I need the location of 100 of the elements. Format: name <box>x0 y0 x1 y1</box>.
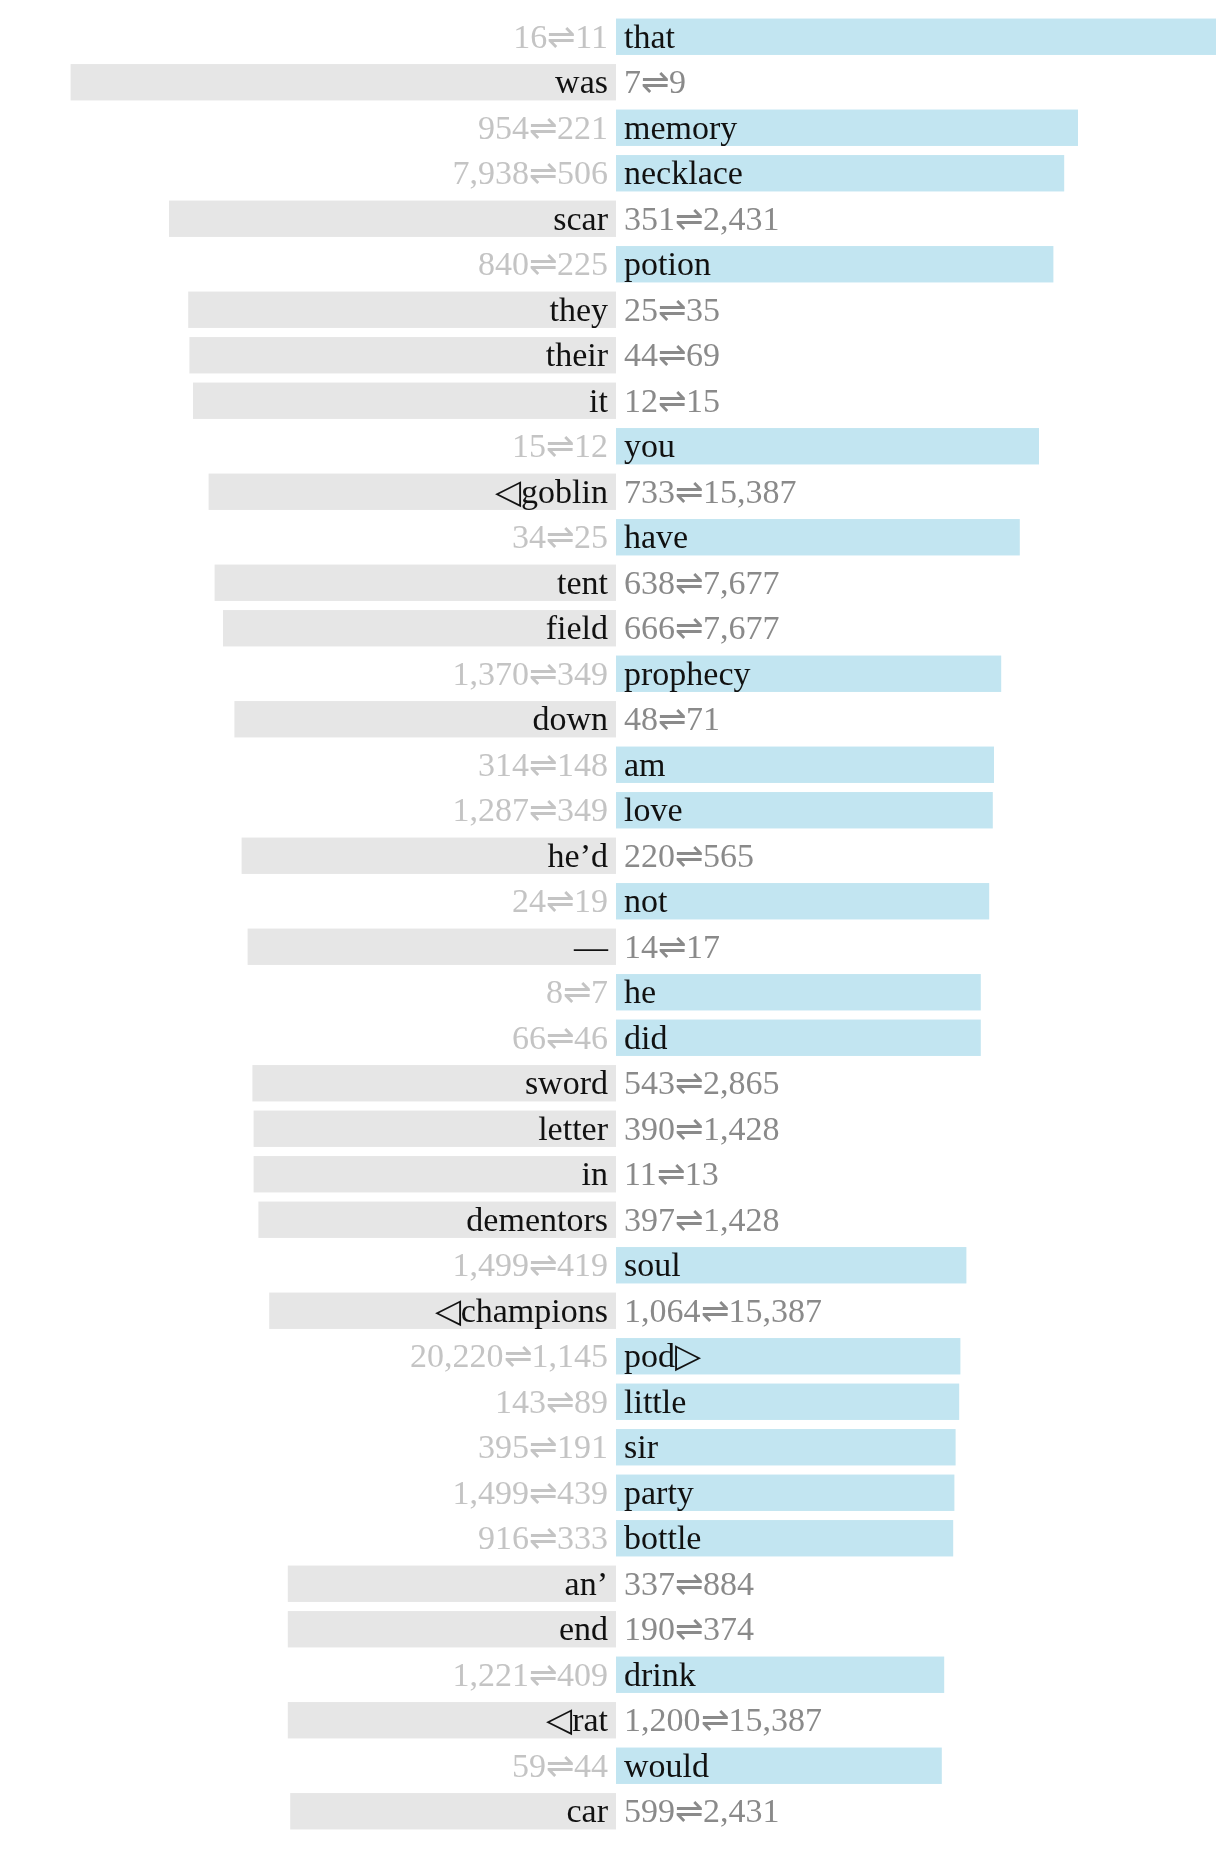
annotation: 1,370⇌349 <box>452 654 608 692</box>
y-tick-label: he <box>624 973 657 1011</box>
y-tick-label: in <box>581 1155 608 1193</box>
y-tick-label: scar <box>553 199 609 237</box>
y-tick-label: necklace <box>624 154 743 192</box>
bar <box>616 1747 942 1784</box>
annotation: 25⇌35 <box>624 290 720 328</box>
annotation: 666⇌7,677 <box>624 609 780 647</box>
bar <box>616 109 1078 146</box>
bar <box>616 1474 955 1511</box>
annotation: 1,221⇌409 <box>452 1655 608 1693</box>
annotation: 7,938⇌506 <box>452 154 608 192</box>
annotation: 14⇌17 <box>624 927 720 965</box>
bar <box>70 64 616 101</box>
y-tick-label: love <box>624 791 683 829</box>
bar <box>247 928 616 965</box>
y-tick-label: prophecy <box>624 654 751 692</box>
y-tick-label: did <box>624 1018 668 1056</box>
y-tick-label: end <box>558 1610 608 1648</box>
bar <box>287 1611 616 1648</box>
y-tick-label: — <box>573 927 609 965</box>
y-tick-label: that <box>624 17 676 55</box>
bar <box>616 155 1065 192</box>
annotation: 66⇌46 <box>512 1018 608 1056</box>
bar <box>616 1429 956 1466</box>
annotation: 1,200⇌15,387 <box>624 1701 822 1739</box>
annotation: 840⇌225 <box>478 245 608 283</box>
annotation: 1,499⇌419 <box>452 1246 608 1284</box>
y-tick-label: pod▷ <box>624 1337 702 1375</box>
annotation: 34⇌25 <box>512 518 608 556</box>
y-tick-label: field <box>545 609 608 647</box>
bar <box>188 291 616 328</box>
annotation: 954⇌221 <box>478 108 608 146</box>
bar <box>169 200 616 237</box>
bar <box>208 473 616 510</box>
y-tick-label: he’d <box>547 836 608 874</box>
bar <box>616 18 1216 55</box>
y-tick-label: sword <box>524 1064 608 1102</box>
annotation: 24⇌19 <box>512 882 608 920</box>
bar <box>234 701 616 738</box>
annotation: 48⇌71 <box>624 700 720 738</box>
bar <box>616 246 1054 283</box>
y-tick-label: am <box>624 745 666 783</box>
y-tick-label: dementors <box>466 1200 608 1238</box>
y-tick-label: it <box>589 381 609 419</box>
annotation: 15⇌12 <box>512 427 608 465</box>
y-tick-label: would <box>624 1746 709 1784</box>
annotation: 337⇌884 <box>624 1564 754 1602</box>
annotation: 20,220⇌1,145 <box>410 1337 608 1375</box>
bar <box>253 1110 616 1147</box>
annotation: 143⇌89 <box>495 1382 608 1420</box>
y-tick-label: soul <box>624 1246 681 1284</box>
bar <box>616 1656 945 1693</box>
annotation: 543⇌2,865 <box>624 1064 780 1102</box>
annotation: 11⇌13 <box>624 1155 719 1193</box>
y-tick-label: drink <box>624 1655 696 1693</box>
bar <box>616 655 1002 692</box>
annotation: 395⇌191 <box>478 1428 608 1466</box>
annotation: 190⇌374 <box>624 1610 754 1648</box>
y-tick-label: ◁rat <box>546 1701 609 1739</box>
y-tick-label: have <box>624 518 689 556</box>
y-tick-label: their <box>545 336 609 374</box>
bar <box>214 564 616 601</box>
y-tick-label: they <box>549 290 608 328</box>
bar <box>616 519 1020 556</box>
y-tick-label: party <box>624 1473 694 1511</box>
annotation: 916⇌333 <box>478 1519 608 1557</box>
bar <box>616 1019 981 1056</box>
annotation: 220⇌565 <box>624 836 754 874</box>
bar <box>616 792 993 829</box>
bar <box>616 883 990 920</box>
annotation: 390⇌1,428 <box>624 1109 780 1147</box>
annotation: 733⇌15,387 <box>624 472 797 510</box>
bar <box>189 337 616 374</box>
y-tick-label: you <box>624 427 675 465</box>
y-tick-label: bottle <box>624 1519 702 1557</box>
annotation: 1,064⇌15,387 <box>624 1291 822 1329</box>
annotation: 7⇌9 <box>624 63 686 101</box>
y-tick-label: was <box>555 63 608 101</box>
y-tick-label: little <box>624 1382 687 1420</box>
y-tick-label: ◁champions <box>434 1291 608 1329</box>
bar <box>616 428 1039 465</box>
y-tick-label: memory <box>624 108 738 146</box>
y-tick-label: an’ <box>564 1564 608 1602</box>
bar <box>252 1065 616 1102</box>
bar <box>223 610 616 647</box>
annotation: 16⇌11 <box>513 17 608 55</box>
bar <box>241 837 616 874</box>
annotation: 314⇌148 <box>478 745 608 783</box>
annotation: 59⇌44 <box>512 1746 608 1784</box>
y-tick-label: ◁goblin <box>495 472 608 510</box>
annotation: 1,499⇌439 <box>452 1473 608 1511</box>
annotation: 44⇌69 <box>624 336 720 374</box>
annotation: 351⇌2,431 <box>624 199 780 237</box>
bar <box>616 746 994 783</box>
bar <box>287 1565 616 1602</box>
bar <box>290 1793 616 1830</box>
y-tick-label: down <box>532 700 608 738</box>
bar <box>193 382 616 419</box>
annotation: 1,287⇌349 <box>452 791 608 829</box>
